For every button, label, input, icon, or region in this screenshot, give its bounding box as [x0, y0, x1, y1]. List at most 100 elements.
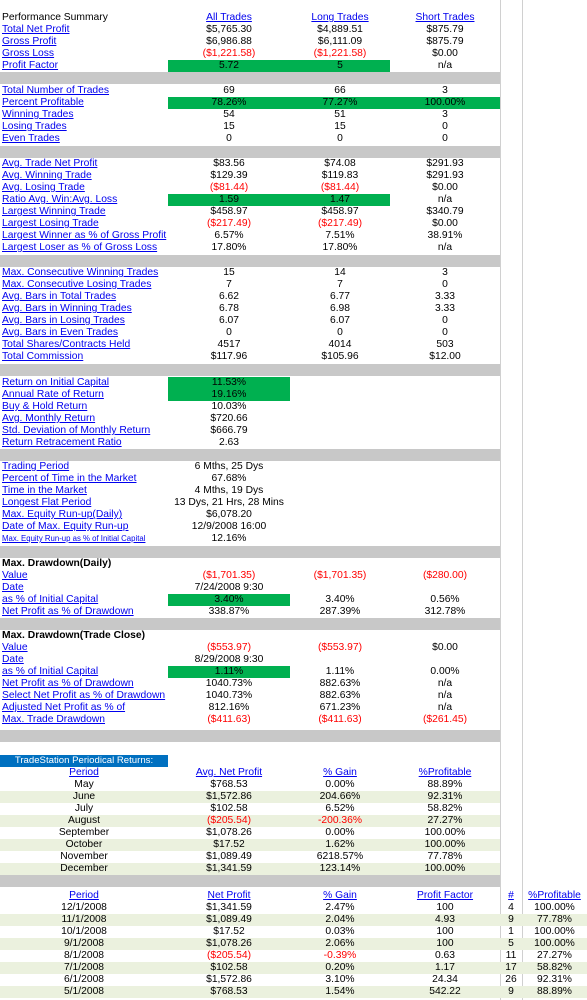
metric-label[interactable]: Date [2, 582, 24, 593]
metric-label[interactable]: Max. Consecutive Winning Trades [2, 267, 159, 278]
long-trades-header[interactable]: Long Trades [311, 12, 369, 23]
trade-count: 1 [508, 926, 514, 937]
long-trades-value: ($81.44) [320, 182, 360, 193]
metric-label[interactable]: Adjusted Net Profit as % of [2, 702, 126, 713]
metric-label[interactable]: Avg. Monthly Return [2, 413, 96, 424]
metric-label[interactable]: Even Trades [2, 133, 60, 144]
all-trades-value: 6.07 [218, 315, 240, 326]
metric-label[interactable]: Gross Loss [2, 48, 55, 59]
monthly-row: 6/1/2008 $1,572.86 3.10% 24.34 26 92.31% [0, 974, 587, 986]
gain-header[interactable]: % Gain [323, 890, 357, 901]
metric-label[interactable]: Percent Profitable [2, 97, 84, 108]
all-trades-value: 7 [226, 279, 232, 290]
gain-value: 3.10% [325, 974, 355, 985]
section-separator [0, 618, 500, 630]
metric-label[interactable]: Date of Max. Equity Run-up [2, 521, 129, 532]
metric-label[interactable]: Time in the Market [2, 485, 87, 496]
metric-label[interactable]: Return on Initial Capital [2, 377, 110, 388]
metric-label[interactable]: Max. Equity Run-up as % of Initial Capit… [2, 534, 146, 543]
period-header[interactable]: Period [69, 890, 99, 901]
metric-label[interactable]: Profit Factor [2, 60, 59, 71]
column-gridline [522, 0, 523, 1000]
period-date: 7/1/2008 [63, 962, 105, 973]
all-trades-header[interactable]: All Trades [206, 12, 252, 23]
period-header[interactable]: Period [69, 767, 99, 778]
metric-label[interactable]: Value [2, 570, 28, 581]
gain-header[interactable]: % Gain [323, 767, 357, 778]
all-trades-value: 17.80% [211, 242, 247, 253]
metric-label[interactable]: Largest Loser as % of Gross Loss [2, 242, 158, 253]
dd-trade-title-row: Max. Drawdown(Trade Close) [0, 630, 587, 642]
metric-label[interactable]: Largest Winner as % of Gross Profit [2, 230, 167, 241]
metric-label[interactable]: Trading Period [2, 461, 70, 472]
short-trades-value: $875.79 [426, 24, 464, 35]
metric-label[interactable]: Longest Flat Period [2, 497, 92, 508]
metric-label[interactable]: Winning Trades [2, 109, 74, 120]
metric-label[interactable]: Largest Losing Trade [2, 218, 99, 229]
metric-label[interactable]: Total Commission [2, 351, 84, 362]
metric-label[interactable]: Avg. Trade Net Profit [2, 158, 98, 169]
metric-label[interactable]: Buy & Hold Return [2, 401, 88, 412]
returns-row: Return on Initial Capital 11.53% [0, 377, 587, 389]
metric-label[interactable]: Avg. Bars in Losing Trades [2, 315, 125, 326]
short-trades-value: 0 [442, 133, 448, 144]
dd_daily-row: as % of Initial Capital 3.40% 3.40% 0.56% [0, 594, 587, 606]
short-trades-value: n/a [437, 242, 453, 253]
metric-label[interactable]: Std. Deviation of Monthly Return [2, 425, 151, 436]
metric-label[interactable]: as % of Initial Capital [2, 666, 99, 677]
metric-label[interactable]: Max. Equity Run-up(Daily) [2, 509, 123, 520]
trade-count-header[interactable]: # [508, 890, 514, 901]
metric-label[interactable]: Max. Trade Drawdown [2, 714, 106, 725]
net-profit-header[interactable]: Net Profit [207, 890, 251, 901]
metric-label[interactable]: Net Profit as % of Drawdown [2, 678, 134, 689]
metric-label[interactable]: as % of Initial Capital [2, 594, 99, 605]
gain-value: 0.03% [325, 926, 355, 937]
header-row: All Trades Long Trades Short Trades [0, 12, 587, 24]
metric-label[interactable]: Total Number of Trades [2, 85, 110, 96]
long-trades-value: 17.80% [322, 242, 358, 253]
metric-label[interactable]: Ratio Avg. Win:Avg. Loss [2, 194, 118, 205]
avg-row: Largest Losing Trade ($217.49) ($217.49) $0… [0, 218, 587, 230]
metric-label[interactable]: Gross Profit [2, 36, 57, 47]
metric-label[interactable]: Largest Winning Trade [2, 206, 106, 217]
long-trades-value: ($1,701.35) [313, 570, 367, 581]
metric-label[interactable]: Value [2, 642, 28, 653]
all-trades-value: $458.97 [210, 206, 248, 217]
all-trades-value: 812.16% [208, 702, 250, 713]
metric-label[interactable]: Avg. Bars in Total Trades [2, 291, 117, 302]
gain-value: 0.00% [325, 827, 355, 838]
all-trades-value: 13 Dys, 21 Hrs, 28 Mins [174, 497, 284, 508]
metric-label[interactable]: Avg. Winning Trade [2, 170, 92, 181]
metric-label[interactable]: Losing Trades [2, 121, 67, 132]
period-name: May [74, 779, 94, 790]
short-trades-value: 3.33 [434, 303, 456, 314]
metric-label[interactable]: Total Shares/Contracts Held [2, 339, 131, 350]
metric-label[interactable]: Net Profit as % of Drawdown [2, 606, 134, 617]
metric-label[interactable]: Avg. Bars in Winning Trades [2, 303, 132, 314]
profitable-header[interactable]: %Profitable [418, 767, 472, 778]
profit-factor-header[interactable]: Profit Factor [416, 890, 474, 901]
long-trades-value: 287.39% [319, 606, 361, 617]
section-separator [0, 146, 500, 158]
all-trades-value: 3.40% [168, 594, 290, 606]
profitable-value: 92.31% [537, 974, 572, 985]
metric-label[interactable]: Select Net Profit as % of Drawdown [2, 690, 166, 701]
metric-label[interactable]: Date [2, 654, 24, 665]
metric-label[interactable]: Avg. Losing Trade [2, 182, 85, 193]
profitable-header[interactable]: %Profitable [528, 890, 581, 901]
metric-label[interactable]: Return Retracement Ratio [2, 437, 122, 448]
metric-label[interactable]: Total Net Profit [2, 24, 70, 35]
net-profit: ($205.54) [206, 950, 252, 961]
metric-label[interactable]: Percent of Time in the Market [2, 473, 137, 484]
metric-label[interactable]: Avg. Bars in Even Trades [2, 327, 118, 338]
all-trades-value: 2.63 [218, 437, 240, 448]
consec-row: Avg. Bars in Even Trades 0 0 0 [0, 327, 587, 339]
row-band [0, 863, 500, 875]
monthly-row: 5/1/2008 $768.53 1.54% 542.22 9 88.89% [0, 986, 587, 998]
periodical-row: May $768.53 0.00% 88.89% [0, 779, 587, 791]
avg-net-profit-header[interactable]: Avg. Net Profit [195, 767, 263, 778]
short-trades-header[interactable]: Short Trades [415, 12, 475, 23]
periodical-header-row: Period Avg. Net Profit % Gain %Profitable [0, 767, 587, 779]
metric-label[interactable]: Max. Consecutive Losing Trades [2, 279, 152, 290]
metric-label[interactable]: Annual Rate of Return [2, 389, 104, 400]
